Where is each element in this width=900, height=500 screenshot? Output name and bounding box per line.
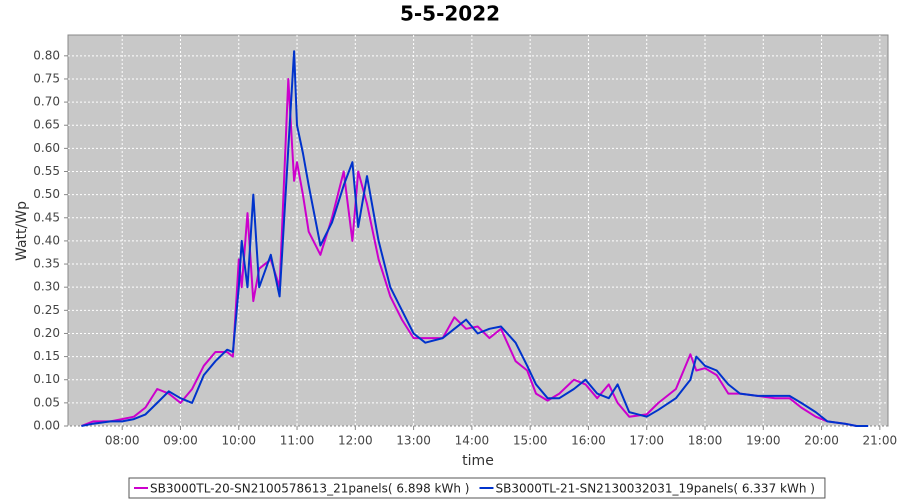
legend-box xyxy=(128,477,826,499)
y-tick-label: 0.40 xyxy=(33,233,60,247)
y-tick-label: 0.65 xyxy=(33,118,60,132)
legend: SB3000TL-20-SN2100578613_21panels( 6.898… xyxy=(128,477,826,499)
x-tick-label: 12:00 xyxy=(338,434,373,448)
y-tick-label: 0.10 xyxy=(33,372,60,386)
x-tick-label: 09:00 xyxy=(163,434,198,448)
series-line xyxy=(81,78,857,427)
x-tick-label: 21:00 xyxy=(863,434,898,448)
x-tick-label: 13:00 xyxy=(396,434,431,448)
y-axis-label: Watt/Wp xyxy=(14,201,30,261)
y-tick-label: 0.35 xyxy=(33,257,60,271)
y-tick-label: 0.70 xyxy=(33,95,60,109)
x-tick-label: 08:00 xyxy=(105,434,140,448)
legend-label: SB3000TL-21-SN2130032031_19panels( 6.337… xyxy=(495,482,814,496)
legend-label: SB3000TL-20-SN2100578613_21panels( 6.898… xyxy=(150,482,469,496)
y-tick-label: 0.05 xyxy=(33,395,60,409)
grid xyxy=(68,35,888,427)
chart-title: 5-5-2022 xyxy=(400,2,500,26)
y-tick-label: 0.60 xyxy=(33,141,60,155)
x-tick-label: 11:00 xyxy=(280,434,315,448)
lines xyxy=(81,50,869,427)
y-tick-label: 0.80 xyxy=(33,48,60,62)
y-tick-label: 0.25 xyxy=(33,303,60,317)
plot-area xyxy=(67,34,889,427)
y-tick-label: 0.55 xyxy=(33,164,60,178)
y-tick-label: 0.45 xyxy=(33,210,60,224)
y-tick-label: 0.50 xyxy=(33,187,60,201)
y-tick-label: 0.15 xyxy=(33,349,60,363)
x-tick-label: 18:00 xyxy=(688,434,723,448)
x-tick-label: 20:00 xyxy=(804,434,839,448)
x-tick-label: 14:00 xyxy=(455,434,490,448)
x-tick-label: 15:00 xyxy=(513,434,548,448)
x-tick-label: 10:00 xyxy=(221,434,256,448)
x-tick-label: 16:00 xyxy=(571,434,606,448)
x-tick-label: 17:00 xyxy=(629,434,664,448)
x-axis-label: time xyxy=(462,453,494,469)
y-tick-label: 0.75 xyxy=(33,71,60,85)
y-tick-label: 0.30 xyxy=(33,280,60,294)
series-line xyxy=(81,50,869,427)
x-tick-label: 19:00 xyxy=(746,434,781,448)
y-tick-label: 0.20 xyxy=(33,326,60,340)
y-tick-label: 0.00 xyxy=(33,419,60,433)
